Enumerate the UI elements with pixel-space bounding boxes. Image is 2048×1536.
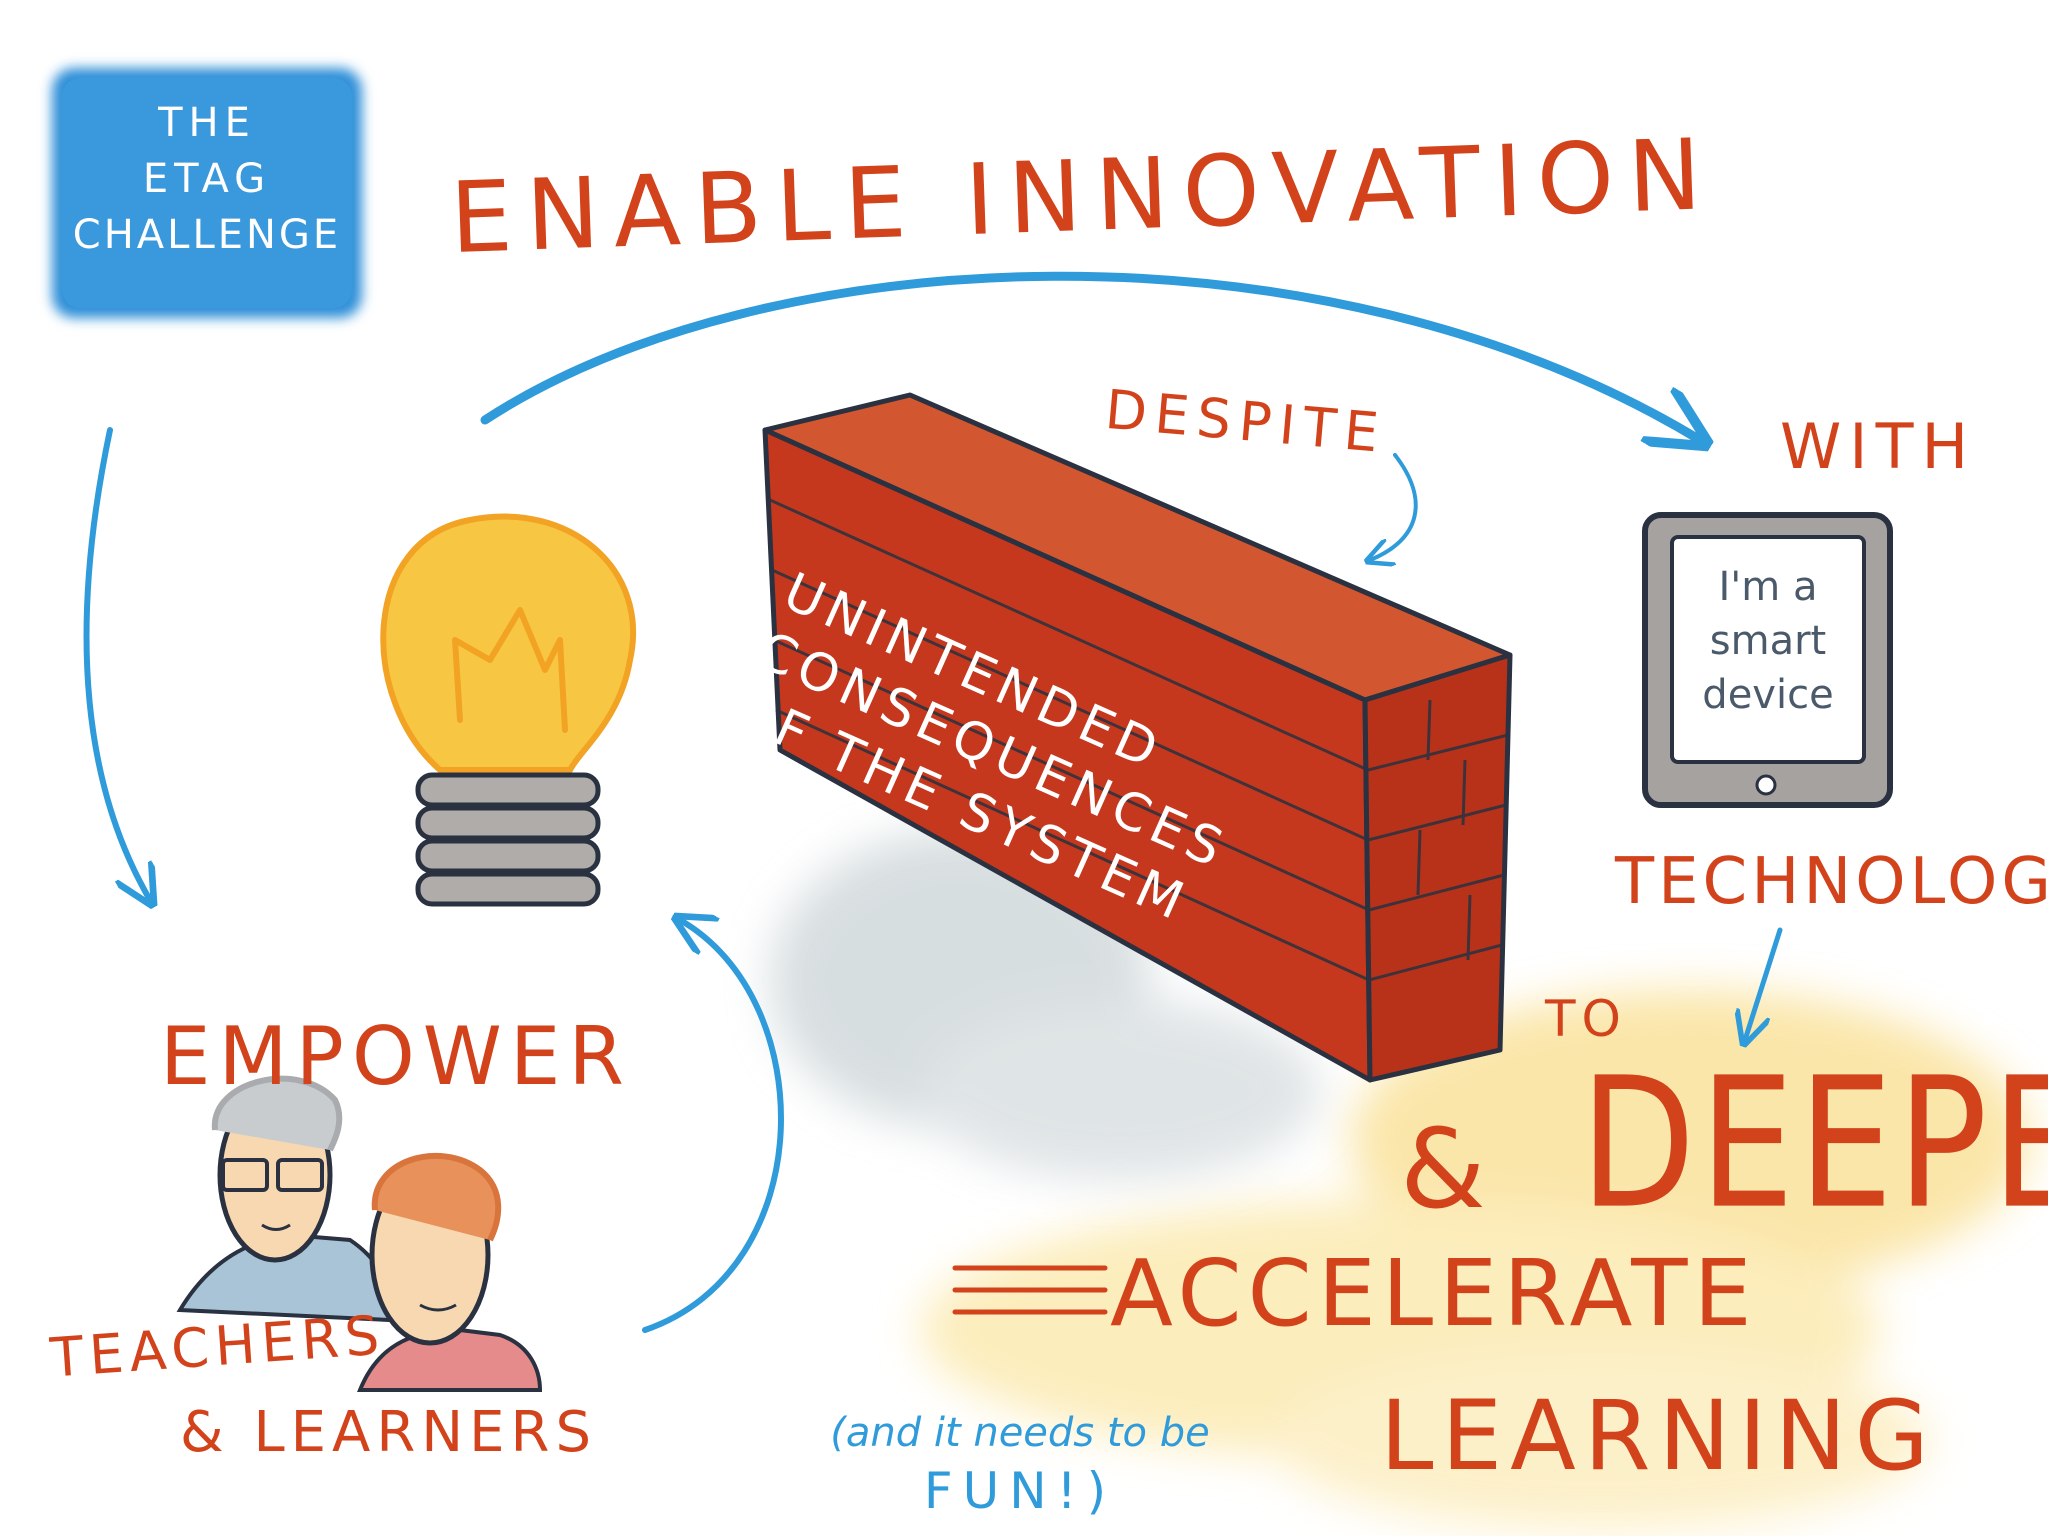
accelerate-label: ACCELERATE [1110,1240,1758,1347]
to-label: TO [1545,990,1627,1048]
teachers-label: TEACHERS [48,1303,388,1390]
enable-arc-arrow [480,271,1700,440]
tablet-screen-text: I'm a smart device [1678,560,1858,722]
tablet-icon [1642,512,1893,808]
etag-badge [52,68,362,318]
fun-note: (and it needs to be FUN!) [740,1410,1300,1520]
return-arrow [642,920,784,1333]
speed-lines [952,1265,1108,1315]
lightbulb-icon [380,513,637,907]
left-down-arrow [83,427,150,900]
fun-line1: (and it needs to be [830,1410,1210,1456]
despite-label: DESPITE [1102,377,1389,466]
with-label: WITH [1780,410,1977,483]
badge-line2: ETAG [142,156,272,202]
technology-label: TECHNOLOGY [1615,845,2048,919]
tablet-line1: I'm a [1718,564,1818,610]
highlight-glow [920,990,2030,1530]
tablet-line2: smart [1709,618,1827,664]
deepen-label: DEEPEN [1580,1040,2048,1249]
empower-label: EMPOWER [160,1010,633,1103]
badge-line1: THE [158,100,256,146]
learner-face-icon [357,1153,543,1392]
learners-label: & LEARNERS [180,1400,597,1465]
tablet-line3: device [1702,672,1834,718]
wall-text: UNINTENDED CONSEQUENCES OF THE SYSTEM [722,560,1263,942]
learning-label: LEARNING [1380,1380,1937,1492]
badge-line3: CHALLENGE [72,212,342,258]
brick-wall-icon [762,392,1513,1083]
headline: ENABLE INNOVATION [448,117,1718,277]
fun-line2: FUN!) [923,1462,1117,1520]
ampersand: & [1400,1105,1486,1233]
badge-text: THE ETAG CHALLENGE [62,95,352,263]
teacher-face-icon [176,1075,393,1323]
technology-arrow [1745,927,1783,1040]
despite-arrow [1370,453,1418,560]
